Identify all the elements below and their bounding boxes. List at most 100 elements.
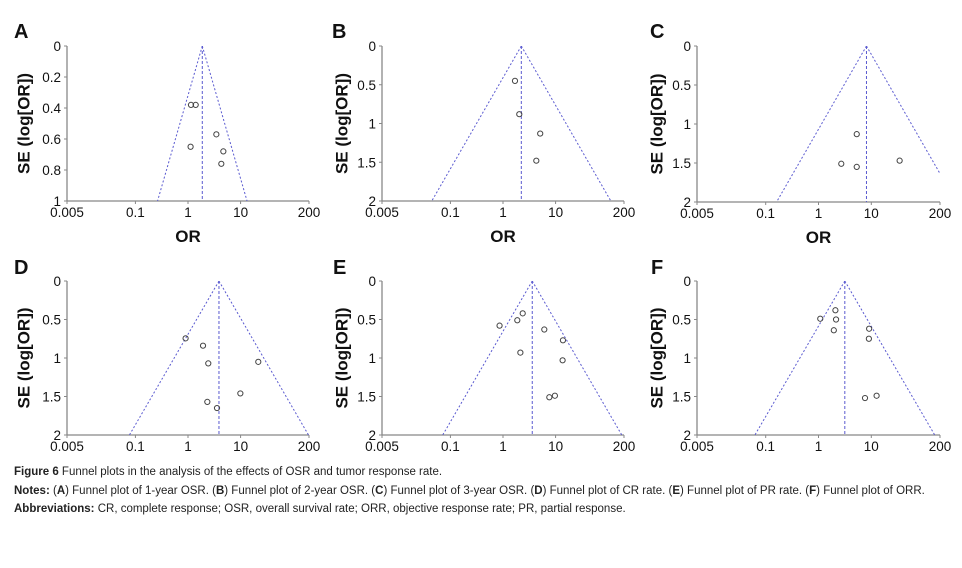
study-point (866, 325, 873, 332)
x-tick-label: 1 (184, 205, 192, 220)
y-tick-label: 1 (53, 194, 61, 209)
study-point (853, 131, 860, 138)
study-point (519, 310, 526, 317)
study-point (218, 160, 225, 167)
x-tick-label: 10 (548, 205, 563, 220)
y-tick-label: 0 (53, 39, 61, 54)
y-axis-label: SE (log[OR]) (332, 73, 351, 174)
study-point (830, 327, 837, 334)
x-tick-label: 200 (929, 206, 952, 221)
x-tick-label: 0.005 (50, 439, 84, 454)
study-point (192, 101, 199, 109)
x-tick-label: 0.005 (365, 439, 399, 454)
x-tick-label: 1 (499, 205, 507, 220)
x-tick-label: 0.1 (756, 206, 775, 221)
study-point (220, 148, 227, 155)
x-axis-label: OR (175, 227, 201, 246)
panel-letter: C (650, 21, 664, 43)
study-point (182, 335, 189, 342)
x-tick-label: 0.005 (365, 205, 399, 220)
study-point (516, 111, 523, 118)
x-tick-label: 10 (864, 439, 879, 454)
y-tick-label: 1 (683, 351, 691, 366)
x-tick-label: 200 (613, 205, 636, 220)
study-point (237, 390, 244, 397)
study-point (533, 157, 540, 164)
study-point (546, 394, 553, 401)
x-tick-label: 200 (929, 439, 952, 454)
y-tick-label: 1 (368, 351, 376, 366)
funnel-plot-c: C 0 0.5 1 1.5 20.005 0.1 1 10 200 OR SE (log[OR]) (647, 21, 952, 247)
funnel-right-limit (531, 281, 623, 435)
funnel-left-limit (431, 46, 522, 201)
x-tick-label: 1 (499, 439, 507, 454)
study-point (541, 326, 548, 333)
funnel (754, 281, 936, 435)
funnel-right-limit (844, 281, 936, 435)
x-tick-label: 200 (613, 439, 636, 454)
study-point (832, 307, 839, 314)
x-tick-label: 10 (233, 205, 248, 220)
study-point (537, 130, 544, 137)
funnel (442, 281, 623, 435)
y-tick-label: 1.5 (357, 390, 376, 405)
y-tick-label: 0 (368, 39, 376, 54)
y-tick-label: 1.5 (672, 156, 691, 171)
y-tick-label: 0.6 (42, 132, 61, 147)
study-point (511, 77, 519, 84)
study-point (496, 322, 503, 329)
y-tick-label: 1 (368, 117, 376, 132)
study-point (551, 392, 558, 399)
y-axis-label: SE (log[OR]) (647, 307, 666, 408)
y-tick-label: 0.8 (42, 163, 61, 178)
x-tick-label: 10 (864, 206, 879, 221)
study-point (861, 394, 869, 402)
study-point (199, 342, 207, 349)
y-tick-label: 1.5 (672, 390, 691, 405)
study-point (838, 160, 845, 167)
caption-abbreviations: Abbreviations: CR, complete response; OS… (14, 503, 626, 515)
y-tick-label: 0 (683, 274, 691, 289)
study-point (873, 392, 880, 399)
y-axis-label: SE (log[OR]) (647, 73, 666, 174)
study-point (514, 317, 521, 324)
study-point (205, 360, 212, 367)
y-tick-label: 0.4 (42, 101, 61, 116)
funnel-left-limit (157, 46, 203, 201)
x-tick-label: 1 (815, 206, 823, 221)
y-tick-label: 2 (683, 428, 691, 443)
study-point (204, 398, 211, 405)
y-axis-label: SE (log[OR]) (14, 73, 33, 174)
study-point (213, 131, 220, 138)
x-tick-label: 0.1 (441, 205, 460, 220)
x-tick-label: 10 (233, 439, 248, 454)
funnel-right-limit (866, 46, 940, 175)
y-axis-label: SE (log[OR]) (14, 307, 33, 408)
x-tick-label: 0.1 (126, 439, 145, 454)
x-tick-label: 200 (298, 205, 321, 220)
y-tick-label: 1 (683, 117, 691, 132)
x-tick-label: 0.005 (50, 205, 84, 220)
study-point (187, 143, 194, 150)
x-tick-label: 10 (548, 439, 563, 454)
x-tick-label: 0.1 (441, 439, 460, 454)
study-point (255, 358, 262, 365)
study-point (832, 316, 840, 323)
study-point (559, 357, 566, 364)
y-tick-label: 2 (53, 428, 61, 443)
y-axis-label: SE (log[OR]) (332, 307, 351, 408)
x-axis-label: OR (806, 228, 832, 247)
x-tick-label: 1 (184, 439, 192, 454)
study-point (817, 315, 824, 322)
funnel (776, 46, 940, 202)
y-tick-label: 0.2 (42, 70, 61, 85)
funnel-left-limit (776, 46, 867, 202)
y-tick-label: 0.5 (672, 78, 691, 93)
funnel-right-limit (218, 281, 309, 435)
funnel-plot-b: B 0 0.5 1 1.5 20.005 0.1 1 10 200 OR SE (log[OR]) (332, 21, 635, 246)
x-tick-label: 200 (298, 439, 321, 454)
y-tick-label: 1.5 (357, 155, 376, 170)
